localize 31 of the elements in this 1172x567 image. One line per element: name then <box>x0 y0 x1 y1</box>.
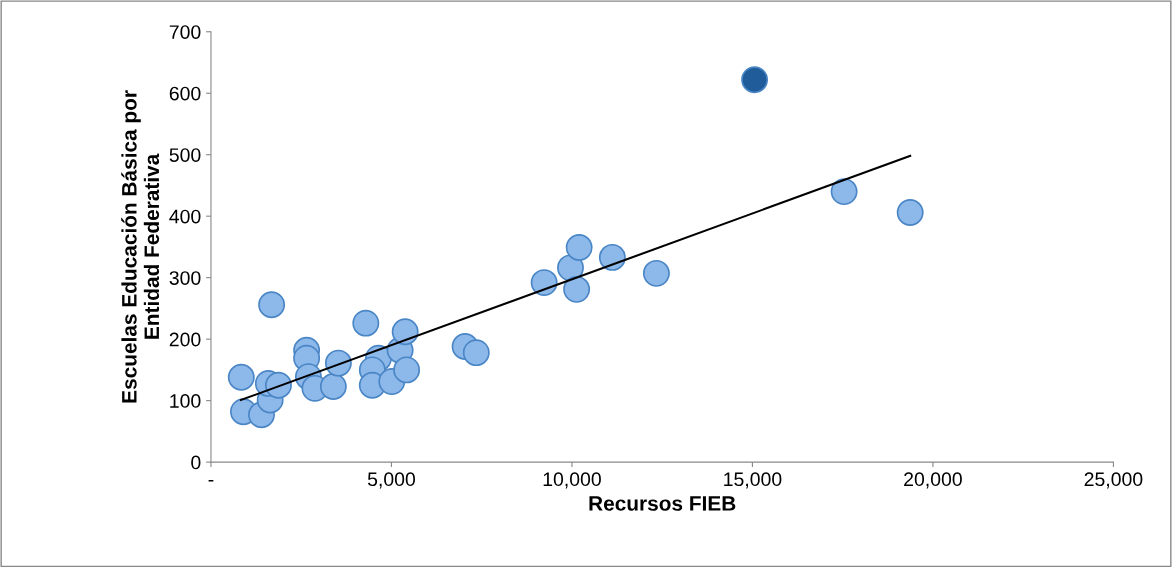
point <box>227 363 255 391</box>
point <box>563 275 591 303</box>
point <box>352 309 380 337</box>
point <box>830 178 858 206</box>
x-tick-label: 15,000 <box>724 472 782 489</box>
x-tick-label: 25,000 <box>1084 472 1143 489</box>
x-tick-label: 5,000 <box>367 472 416 489</box>
point <box>393 356 421 384</box>
point <box>530 269 558 297</box>
point <box>896 199 924 226</box>
x-axis-title: Recursos FIEB <box>589 496 736 511</box>
x-tick-label: 10,000 <box>543 472 601 489</box>
x-tick-label: - <box>208 479 214 482</box>
point <box>598 243 626 271</box>
point <box>462 339 490 367</box>
y-tick-label: 200 <box>169 332 201 347</box>
point <box>391 318 419 346</box>
point <box>258 291 286 319</box>
point <box>741 66 769 94</box>
y-tick-label: 500 <box>169 148 201 162</box>
x-tick-label: 20,000 <box>904 472 962 489</box>
y-tick-label: 700 <box>169 25 201 39</box>
y-tick-label: 600 <box>169 86 201 101</box>
y-tick-label: 100 <box>170 394 201 408</box>
point <box>565 234 593 261</box>
y-tick-label: 300 <box>169 271 201 285</box>
y-tick-label: 400 <box>169 209 201 224</box>
y-tick-label: 0 <box>191 455 201 470</box>
point <box>642 259 670 287</box>
point <box>319 373 347 400</box>
y-axis-title: Escuelas Educación Básica por Entidad Federativa <box>121 90 160 403</box>
